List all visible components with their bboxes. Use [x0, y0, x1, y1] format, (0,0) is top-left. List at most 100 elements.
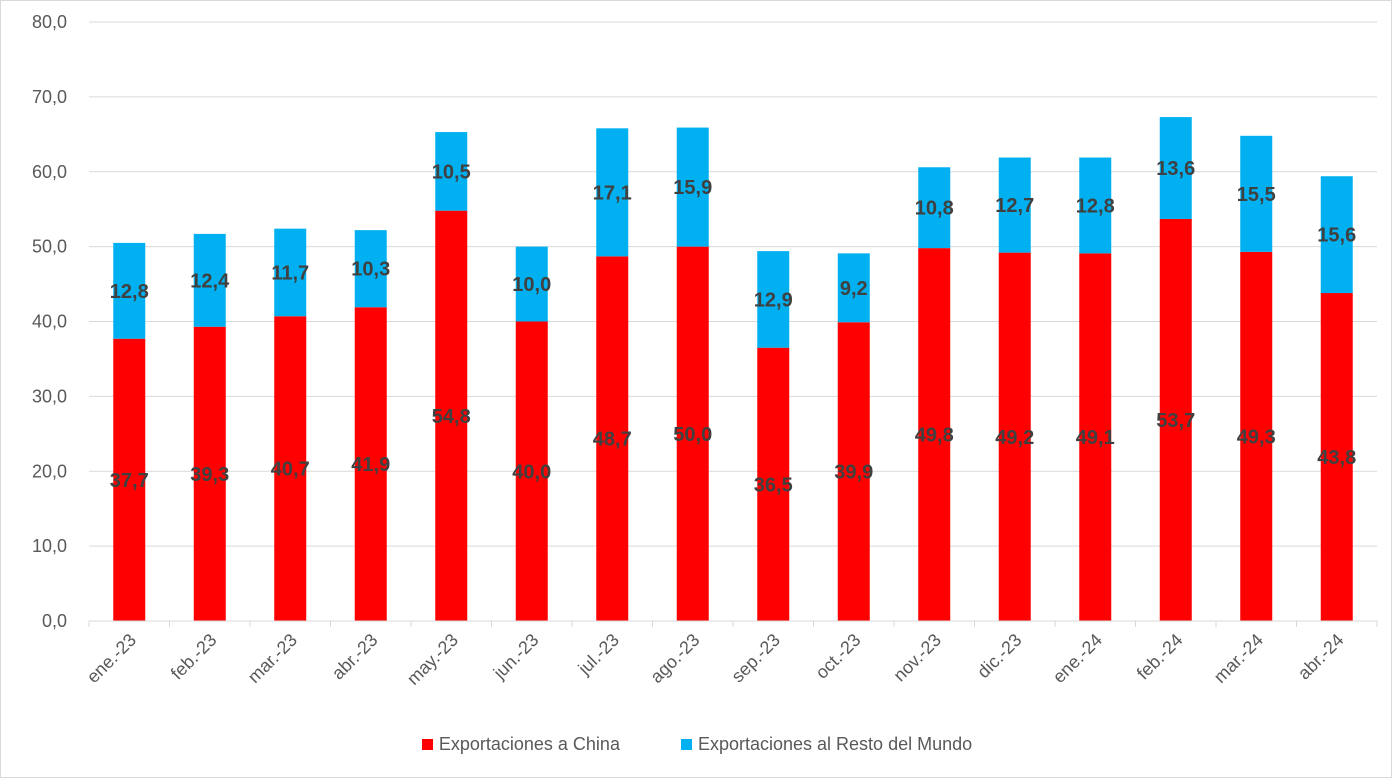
- x-axis: [88, 620, 1378, 627]
- data-label-resto-mundo: 10,8: [915, 198, 954, 220]
- x-axis-ticks: ene.-23 feb.-23 mar.-23 abr.-23 may.-23 jun.-…: [83, 630, 1348, 689]
- x-tick-label: mar.-24: [1210, 630, 1267, 687]
- bar-resto-mundo: [596, 128, 629, 257]
- data-label-china: 39,3: [190, 464, 229, 486]
- data-label-china: 48,7: [593, 429, 632, 451]
- bar-resto-mundo: [1159, 117, 1192, 219]
- data-label-resto-mundo: 12,8: [110, 281, 149, 303]
- data-label-china: 37,7: [110, 470, 149, 492]
- bar-resto-mundo: [757, 251, 790, 348]
- y-tick-label: 0,0: [42, 611, 67, 631]
- bar-china: [757, 347, 790, 621]
- bar-china: [918, 248, 951, 621]
- bar-china: [274, 316, 307, 621]
- bar-china: [1159, 218, 1192, 621]
- data-label-china: 49,8: [915, 425, 954, 447]
- data-label-china: 41,9: [351, 454, 390, 476]
- x-tick-label: oct.-23: [812, 630, 865, 683]
- data-label-resto-mundo: 11,7: [271, 262, 309, 284]
- y-tick-label: 20,0: [32, 461, 67, 481]
- bar-china: [1240, 251, 1273, 621]
- data-label-china: 49,2: [995, 427, 1034, 449]
- data-label-china: 39,9: [834, 462, 873, 484]
- data-label-china: 43,8: [1317, 447, 1356, 469]
- bar-china: [837, 322, 870, 621]
- x-tick-label: sep.-23: [727, 630, 784, 687]
- data-label-resto-mundo: 9,2: [840, 278, 868, 300]
- y-tick-label: 80,0: [32, 12, 67, 32]
- data-label-china: 50,0: [673, 424, 712, 446]
- bar-china: [515, 321, 548, 621]
- bar-resto-mundo: [998, 157, 1031, 253]
- bar-china: [1079, 253, 1112, 621]
- x-tick-label: abr.-24: [1294, 630, 1348, 684]
- data-label-resto-mundo: 17,1: [593, 182, 632, 204]
- bar-china: [193, 326, 226, 621]
- bar-china: [435, 210, 468, 621]
- y-tick-label: 70,0: [32, 87, 67, 107]
- x-tick-label: jul.-23: [574, 630, 624, 680]
- data-label-resto-mundo: 12,7: [995, 195, 1034, 217]
- bar-resto-mundo: [515, 246, 548, 322]
- data-label-china: 40,0: [512, 461, 551, 483]
- data-label-china: 36,5: [754, 474, 793, 496]
- legend: Exportaciones a China Exportaciones al R…: [1, 734, 1392, 755]
- bar-resto-mundo: [676, 127, 709, 247]
- x-tick-label: dic.-23: [973, 630, 1025, 682]
- data-label-resto-mundo: 10,0: [512, 274, 551, 296]
- x-tick-label: nov.-23: [889, 630, 945, 686]
- legend-label-china: Exportaciones a China: [438, 734, 620, 754]
- data-label-resto-mundo: 10,5: [432, 161, 471, 183]
- bar-resto-mundo: [837, 253, 870, 323]
- bar-china: [998, 252, 1031, 622]
- x-tick-label: feb.-23: [167, 630, 221, 684]
- bar-resto-mundo: [274, 228, 307, 317]
- legend-swatch-resto: [680, 739, 692, 750]
- bar-resto-mundo: [918, 167, 951, 249]
- bar-resto-mundo: [435, 132, 468, 211]
- legend-item-china: Exportaciones a China: [421, 734, 620, 755]
- data-label-resto-mundo: 15,9: [673, 177, 712, 199]
- data-label-resto-mundo: 12,8: [1076, 195, 1115, 217]
- data-label-resto-mundo: 12,4: [190, 270, 230, 292]
- x-tick-label: ene.-23: [83, 630, 140, 687]
- bar-resto-mundo: [193, 233, 226, 327]
- bar-resto-mundo: [1079, 157, 1112, 254]
- bar-china: [596, 256, 629, 621]
- data-label-resto-mundo: 13,6: [1156, 158, 1195, 180]
- data-label-resto-mundo: 12,9: [754, 289, 793, 311]
- x-tick-label: feb.-24: [1133, 630, 1187, 684]
- x-tick-label: ene.-24: [1049, 630, 1106, 687]
- legend-label-resto: Exportaciones al Resto del Mundo: [697, 734, 973, 754]
- legend-swatch-china: [421, 739, 433, 750]
- data-label-resto-mundo: 15,5: [1237, 184, 1276, 206]
- y-tick-label: 40,0: [32, 312, 67, 332]
- x-tick-label: ago.-23: [646, 630, 703, 687]
- x-tick-label: jun.-23: [489, 630, 543, 684]
- y-tick-label: 30,0: [32, 386, 67, 406]
- y-tick-label: 50,0: [32, 237, 67, 257]
- bar-china: [1320, 293, 1353, 621]
- data-label-resto-mundo: 15,6: [1317, 225, 1356, 247]
- bar-china: [113, 338, 146, 621]
- data-label-china: 54,8: [432, 406, 471, 428]
- bar-resto-mundo: [1320, 176, 1353, 294]
- data-label-china: 53,7: [1156, 410, 1195, 432]
- data-label-china: 40,7: [271, 459, 310, 481]
- data-labels: 37,7 12,8 39,3 12,4 40,7 11,7 41,9 10,3 54,8 10,5…: [110, 158, 1356, 496]
- y-axis-ticks: 0,0 10,0 20,0 30,0 40,0 50,0 60,0 70,0 80,0: [32, 12, 67, 631]
- y-tick-label: 10,0: [32, 536, 67, 556]
- y-tick-label: 60,0: [32, 162, 67, 182]
- bar-resto-mundo: [113, 242, 146, 339]
- x-tick-label: may.-23: [403, 630, 462, 689]
- data-label-china: 49,3: [1237, 426, 1276, 448]
- data-label-china: 49,1: [1076, 427, 1115, 449]
- bar-resto-mundo: [354, 230, 387, 308]
- x-tick-label: abr.-23: [328, 630, 382, 684]
- bars: [113, 117, 1353, 622]
- stacked-bar-chart: 0,0 10,0 20,0 30,0 40,0 50,0 60,0 70,0 80,0 37,7…: [32, 12, 1378, 689]
- x-tick-label: mar.-23: [244, 630, 301, 687]
- data-label-resto-mundo: 10,3: [351, 259, 390, 281]
- bar-china: [676, 246, 709, 621]
